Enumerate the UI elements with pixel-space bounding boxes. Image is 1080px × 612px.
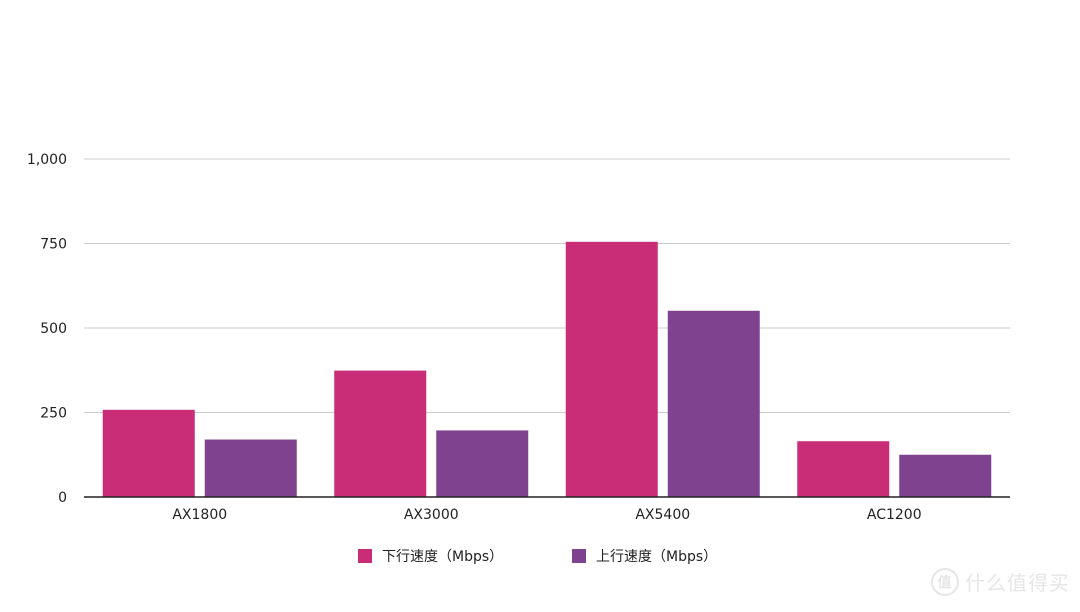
bars [102,241,992,497]
x-tick-label: AX3000 [404,507,459,523]
watermark-text: 什么值得买 [965,571,1070,595]
bar-AX3000-series-1 [334,370,427,497]
axes: 0 250 500 750 1,000 AX1800 AX3000 AX5400 AC1200 [27,152,1010,523]
x-tick-label: AX1800 [172,507,227,523]
x-tick-label: AC1200 [867,507,922,523]
bar-AX1800-series-1 [102,409,195,497]
bar-AX5400-series-2 [667,310,760,497]
gridlines [84,158,1010,413]
legend-label: 下行速度（Mbps） [382,549,503,565]
watermark: 值 什么值得买 [931,567,1070,596]
legend-label: 上行速度（Mbps） [596,549,717,565]
bar-AC1200-series-1 [797,441,890,497]
y-tick-label: 500 [40,321,67,337]
bar-AX5400-series-1 [565,241,658,497]
legend: 下行速度（Mbps） 上行速度（Mbps） [358,549,717,565]
y-tick-label: 1,000 [27,152,67,168]
legend-swatch [572,549,586,563]
watermark-badge-icon: 值 [931,567,959,596]
bar-AC1200-series-2 [899,454,992,497]
y-tick-label: 750 [40,237,67,253]
bar-AX3000-series-2 [436,430,529,497]
legend-swatch [358,549,372,563]
y-tick-label: 0 [58,490,67,506]
bar-AX1800-series-2 [204,439,297,497]
y-tick-label: 250 [40,406,67,422]
x-tick-label: AX5400 [635,507,690,523]
